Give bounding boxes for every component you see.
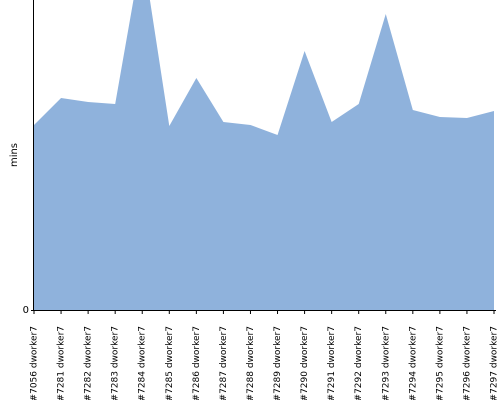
- x-tick-label: #7291 dworker7: [327, 326, 337, 400]
- y-axis-label: mins: [9, 143, 20, 167]
- x-tick-label: #7297 dworker7: [490, 326, 500, 400]
- x-tick-label: #7290 dworker7: [300, 326, 310, 400]
- x-tick-label: #7293 dworker7: [381, 326, 391, 400]
- y-tick-label: 0: [23, 305, 29, 316]
- x-tick-label: #7289 dworker7: [273, 326, 283, 400]
- x-tick-label: #7296 dworker7: [462, 326, 472, 400]
- x-tick-label: #7285 dworker7: [165, 326, 175, 400]
- x-tick-label: #7286 dworker7: [192, 326, 202, 400]
- x-tick-label: #7288 dworker7: [246, 326, 256, 400]
- x-tick-label: #7287 dworker7: [219, 326, 229, 400]
- x-tick-label: #7284 dworker7: [138, 326, 148, 400]
- x-tick-label: #7294 dworker7: [408, 326, 418, 400]
- area: [34, 0, 494, 310]
- x-tick-label: #7295 dworker7: [435, 326, 445, 400]
- x-tick-label: #7283 dworker7: [111, 326, 121, 400]
- x-tick-label: #7282 dworker7: [84, 326, 94, 400]
- x-tick-label: #7056 dworker7: [30, 326, 40, 400]
- x-tick-label: #7292 dworker7: [354, 326, 364, 400]
- plot-area: [34, 0, 494, 310]
- x-tick-label: #7281 dworker7: [57, 326, 67, 400]
